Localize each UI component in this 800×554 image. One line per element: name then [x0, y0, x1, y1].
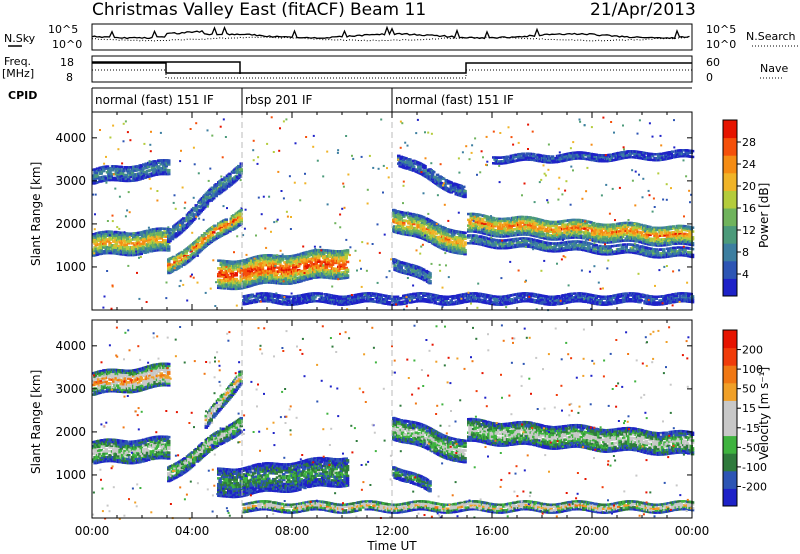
cpid-segment-label: normal (fast) 151 IF	[395, 93, 514, 107]
nsearch-tick-top: 10^5	[706, 23, 736, 36]
power-heatmap	[92, 112, 694, 311]
heat-cell	[298, 263, 302, 266]
heat-cell	[297, 265, 301, 268]
beam-label: Beam 11	[350, 0, 426, 20]
freq-tick-bottom: 8	[66, 71, 73, 84]
nsky-tick-top: 10^5	[48, 23, 78, 36]
heat-cell	[212, 231, 216, 234]
heat-cell	[463, 190, 467, 193]
cpid-segment-label: rbsp 201 IF	[245, 93, 312, 107]
nsearch-series	[92, 37, 690, 41]
heat-cell	[225, 218, 229, 221]
heat-cell	[235, 272, 239, 275]
heat-cell	[213, 225, 217, 228]
heat-cell	[343, 263, 347, 266]
date-label: 21/Apr/2013	[590, 0, 696, 20]
freq-unit: [MHz]	[2, 67, 34, 80]
heat-cell	[211, 234, 215, 237]
heat-cell	[393, 265, 397, 268]
nave-series	[92, 70, 692, 78]
heat-cell	[691, 236, 695, 239]
cpid-label: CPID	[8, 89, 37, 102]
freq-series	[92, 63, 692, 73]
heat-cell	[412, 166, 416, 169]
station-title: Christmas Valley East (fitACF)	[92, 0, 345, 20]
heat-cell	[346, 249, 350, 252]
freq-tick-top: 18	[60, 56, 74, 69]
cpid-segment-label: normal (fast) 151 IF	[95, 93, 214, 107]
heat-cell	[542, 233, 546, 236]
heat-cell	[588, 246, 592, 249]
heat-cell	[346, 274, 350, 277]
heat-cell	[463, 236, 467, 239]
heat-cell	[240, 168, 244, 171]
heat-cell	[462, 186, 466, 189]
heat-cell	[428, 272, 432, 275]
heat-cell	[167, 159, 171, 162]
heat-cell	[120, 166, 124, 169]
heat-cell	[346, 269, 350, 272]
nave-tick-top: 60	[706, 56, 720, 69]
heat-cell	[423, 165, 427, 168]
nave-tick-bottom: 0	[706, 71, 713, 84]
heat-cell	[691, 242, 695, 245]
heat-cell	[691, 226, 695, 229]
heat-cell	[408, 158, 412, 161]
nsky-label: N.Sky	[4, 32, 36, 45]
heat-cell	[100, 172, 104, 175]
heat-cell	[463, 232, 467, 235]
heat-cell	[428, 280, 432, 283]
heat-cell	[167, 169, 171, 172]
cpid-segments: normal (fast) 151 IF rbsp 201 IF normal (f…	[92, 88, 514, 112]
heat-cell	[648, 226, 652, 229]
nave-label: Nave	[760, 62, 788, 75]
heat-cell	[240, 209, 244, 212]
heat-cell	[167, 245, 171, 248]
nsearch-label: N.Search	[746, 30, 796, 43]
freq-panel-frame	[92, 56, 692, 82]
nsearch-tick-bottom: 10^0	[706, 38, 736, 51]
nsky-series	[92, 28, 690, 39]
heat-cell	[346, 261, 350, 264]
heat-cell	[463, 241, 467, 244]
heat-cell	[432, 171, 436, 174]
heat-cell	[592, 222, 596, 225]
heat-cell	[691, 230, 695, 233]
heat-cell	[595, 244, 599, 247]
heat-cell	[95, 172, 99, 175]
nsky-tick-bottom: 10^0	[52, 38, 82, 51]
heat-cell	[655, 233, 659, 236]
heat-cell	[463, 249, 467, 252]
